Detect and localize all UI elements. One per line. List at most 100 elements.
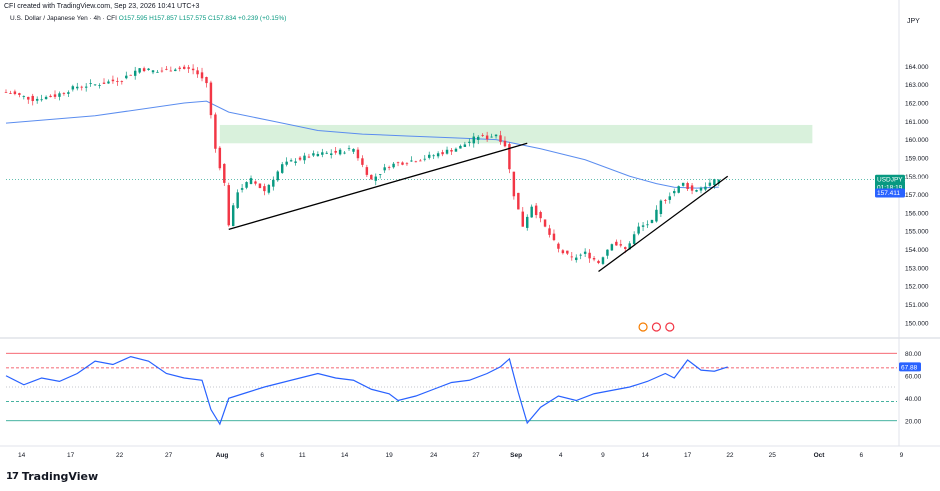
candle[interactable] <box>200 72 204 79</box>
candle[interactable] <box>196 70 199 75</box>
candle[interactable] <box>615 241 618 246</box>
candle[interactable] <box>35 98 39 101</box>
candle[interactable] <box>236 192 239 208</box>
candle[interactable] <box>410 160 413 162</box>
candle[interactable] <box>628 243 631 250</box>
candle[interactable] <box>423 158 426 160</box>
candle[interactable] <box>530 206 533 218</box>
candle[interactable] <box>321 152 324 155</box>
candle[interactable] <box>673 191 676 194</box>
candle[interactable] <box>209 82 213 116</box>
candle[interactable] <box>619 244 623 246</box>
candle[interactable] <box>588 252 591 259</box>
candle[interactable] <box>18 93 21 95</box>
candle[interactable] <box>125 75 128 79</box>
candle[interactable] <box>116 81 119 82</box>
currency-label[interactable]: JPY <box>907 18 920 25</box>
candle[interactable] <box>40 99 43 101</box>
candle[interactable] <box>316 154 320 157</box>
candle[interactable] <box>133 70 137 76</box>
candle[interactable] <box>9 93 12 94</box>
candle[interactable] <box>526 216 529 228</box>
candle[interactable] <box>334 150 337 153</box>
candle[interactable] <box>494 134 498 137</box>
candle[interactable] <box>263 186 266 192</box>
candle[interactable] <box>503 140 507 147</box>
candle[interactable] <box>231 205 235 227</box>
candle[interactable] <box>280 164 284 173</box>
candle[interactable] <box>521 211 525 227</box>
candle[interactable] <box>690 185 694 191</box>
candle[interactable] <box>267 184 271 193</box>
candle[interactable] <box>419 160 422 162</box>
candle[interactable] <box>597 260 600 264</box>
candle[interactable] <box>147 68 150 71</box>
candle[interactable] <box>481 135 484 136</box>
candle[interactable] <box>454 148 458 152</box>
candle[interactable] <box>129 74 132 76</box>
trendline[interactable] <box>598 175 729 273</box>
candle[interactable] <box>468 141 471 143</box>
candle[interactable] <box>214 114 217 149</box>
candle[interactable] <box>218 147 222 169</box>
candle[interactable] <box>272 179 275 187</box>
candle[interactable] <box>187 67 190 69</box>
candle[interactable] <box>169 70 173 72</box>
candle[interactable] <box>276 171 279 181</box>
supply-zone-rect[interactable] <box>219 124 813 144</box>
candle[interactable] <box>695 190 698 192</box>
candle[interactable] <box>352 148 355 152</box>
candle[interactable] <box>98 85 101 86</box>
candle[interactable] <box>512 171 516 197</box>
candle[interactable] <box>102 82 106 84</box>
candle[interactable] <box>254 181 257 184</box>
candle[interactable] <box>650 219 654 223</box>
candle[interactable] <box>583 251 587 254</box>
candle[interactable] <box>227 185 230 226</box>
candle[interactable] <box>138 68 141 73</box>
candle[interactable] <box>637 226 640 234</box>
candle[interactable] <box>641 225 645 227</box>
candle[interactable] <box>534 205 538 216</box>
candle[interactable] <box>575 257 578 261</box>
candle[interactable] <box>655 209 658 222</box>
candle[interactable] <box>160 70 164 72</box>
candle[interactable] <box>93 84 97 86</box>
candle[interactable] <box>240 188 244 190</box>
candle[interactable] <box>58 93 61 97</box>
sma-line[interactable] <box>5 100 719 189</box>
candle[interactable] <box>89 83 92 84</box>
candle[interactable] <box>249 178 253 184</box>
candle[interactable] <box>343 152 346 154</box>
candle[interactable] <box>490 136 493 138</box>
candle[interactable] <box>427 154 431 158</box>
candle[interactable] <box>191 68 195 71</box>
candle[interactable] <box>432 155 435 157</box>
trendline[interactable] <box>228 142 528 231</box>
candle[interactable] <box>508 144 511 170</box>
economic-event-icon[interactable] <box>638 322 648 332</box>
candle[interactable] <box>445 149 449 154</box>
candle[interactable] <box>472 136 476 144</box>
candle[interactable] <box>713 179 716 186</box>
candle[interactable] <box>566 250 569 254</box>
candle[interactable] <box>708 182 712 186</box>
candle[interactable] <box>294 161 297 163</box>
economic-event-icon[interactable] <box>651 322 662 332</box>
candle[interactable] <box>686 183 689 189</box>
candle[interactable] <box>13 91 17 95</box>
candle[interactable] <box>646 224 649 226</box>
candle[interactable] <box>378 174 382 175</box>
candle[interactable] <box>329 153 333 155</box>
candle[interactable] <box>165 68 168 70</box>
candle[interactable] <box>178 67 181 69</box>
candle[interactable] <box>401 162 404 165</box>
tradingview-logo[interactable]: 17 TradingView <box>6 470 98 483</box>
candle[interactable] <box>699 187 703 191</box>
candle[interactable] <box>156 71 159 73</box>
candle[interactable] <box>347 148 351 150</box>
candle[interactable] <box>405 163 409 165</box>
candle[interactable] <box>356 149 360 159</box>
